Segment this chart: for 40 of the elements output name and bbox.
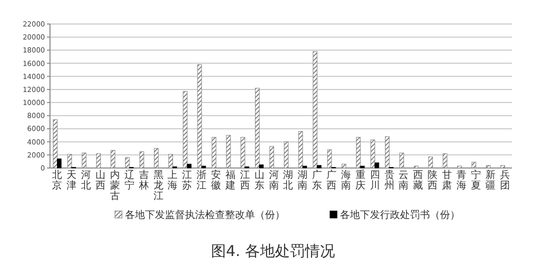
x-tick-label: 兵团 bbox=[500, 169, 510, 192]
x-tick-label: 河北 bbox=[81, 169, 92, 192]
x-tick-label: 甘肃 bbox=[442, 169, 452, 192]
bar bbox=[259, 164, 264, 168]
x-tick-label: 湖南 bbox=[298, 169, 308, 192]
bar bbox=[56, 158, 62, 168]
bar bbox=[186, 164, 192, 168]
x-tick-label: 上海 bbox=[168, 169, 178, 192]
x-tick-label: 广东 bbox=[312, 169, 322, 192]
x-tick-label: 黑龙江 bbox=[153, 170, 164, 202]
x-tick-label: 新疆 bbox=[485, 169, 496, 192]
x-tick-label: 辽宁 bbox=[124, 169, 134, 192]
x-tick-label: 浙江 bbox=[196, 169, 207, 192]
x-tick-label: 湖北 bbox=[283, 169, 294, 192]
x-tick-label: 山东 bbox=[254, 169, 264, 192]
x-tick-label: 江西 bbox=[240, 169, 250, 192]
x-tick-label: 天津 bbox=[66, 170, 77, 192]
legend-label: 各地下发行政处罚书（份） bbox=[340, 209, 460, 221]
x-tick-label: 海南 bbox=[340, 169, 351, 192]
x-tick-label: 江苏 bbox=[182, 169, 192, 192]
x-tick-label: 内蒙古 bbox=[110, 169, 120, 202]
x-tick-label: 吉林 bbox=[138, 169, 149, 192]
x-tick-label: 河南 bbox=[268, 169, 279, 192]
x-tick-label: 广西 bbox=[326, 169, 337, 192]
x-tick-label: 西藏 bbox=[413, 170, 424, 192]
x-tick-label: 安徽 bbox=[211, 169, 222, 192]
x-tick-label: 北京 bbox=[52, 169, 62, 192]
x-tick-label: 青海 bbox=[456, 169, 466, 192]
x-tick-label: 云南 bbox=[398, 170, 409, 192]
bar bbox=[316, 165, 322, 168]
x-tick-label: 山西 bbox=[96, 169, 106, 192]
bar bbox=[374, 162, 380, 168]
x-tick-label: 福建 bbox=[224, 169, 236, 192]
x-tick-label: 宁夏 bbox=[470, 169, 481, 192]
text: 图4. 各地处罚情况 bbox=[210, 242, 336, 260]
x-tick-label: 重庆 bbox=[355, 169, 366, 192]
x-tick-label: 四川 bbox=[370, 170, 380, 192]
x-tick-label: 陕西 bbox=[428, 169, 438, 192]
x-tick-label: 贵州 bbox=[384, 169, 394, 192]
legend-label: 各地下发监督执法检查整改单（份） bbox=[125, 209, 285, 221]
